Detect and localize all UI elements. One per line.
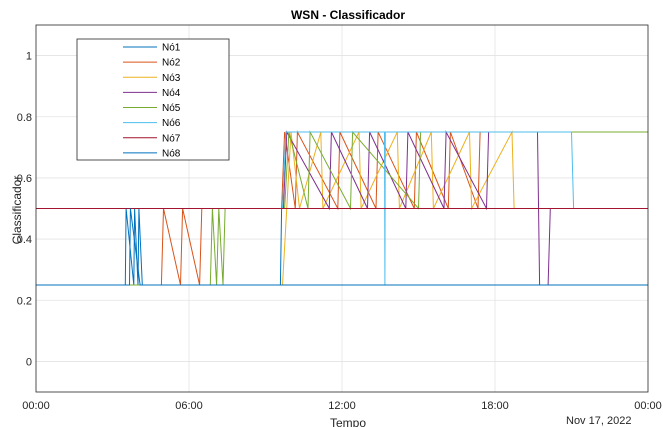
plot-box bbox=[35, 24, 649, 393]
legend-entry: Nó7 bbox=[162, 133, 181, 144]
x-tick-label: 06:00 bbox=[175, 400, 203, 412]
x-tick-label: 00:00 bbox=[22, 400, 50, 412]
legend: Nó1 Nó2 Nó3 Nó4 Nó5 Nó6 Nó7 Nó8 bbox=[76, 38, 230, 161]
series-line-2 bbox=[36, 130, 648, 286]
x-tick-label: 18:00 bbox=[481, 400, 509, 412]
y-tick-label: 0.8 bbox=[17, 112, 32, 124]
y-tick-label: 0.2 bbox=[17, 295, 32, 307]
series-layer bbox=[36, 130, 648, 286]
legend-entry: Nó4 bbox=[162, 88, 181, 99]
y-axis-label: Classificador bbox=[10, 176, 24, 245]
series-line-3 bbox=[36, 130, 648, 286]
x-axis-label: Tempo bbox=[330, 416, 366, 427]
y-tick-label: 1 bbox=[26, 51, 32, 63]
chart-title: WSN - Classificador bbox=[291, 8, 405, 22]
legend-entry: Nó3 bbox=[162, 73, 181, 84]
tick-layer: 00:00 06:00 12:00 18:00 00:00 0 0.2 0.4 0.6 0.8 1 bbox=[17, 51, 662, 412]
series-line-8 bbox=[36, 208, 648, 286]
legend-entry: Nó1 bbox=[162, 43, 181, 54]
x-tick-label: 12:00 bbox=[328, 400, 356, 412]
y-tick-label: 0.6 bbox=[17, 173, 32, 185]
y-tick-label: 0.4 bbox=[17, 234, 32, 246]
legend-entry: Nó8 bbox=[162, 148, 181, 159]
x-tick-label: 00:00 bbox=[634, 400, 662, 412]
legend-entry: Nó6 bbox=[162, 118, 181, 129]
legend-entry: Nó2 bbox=[162, 58, 181, 69]
legend-entry: Nó5 bbox=[162, 103, 181, 114]
y-tick-label: 0 bbox=[26, 356, 32, 368]
legend-box bbox=[76, 38, 230, 161]
date-label: Nov 17, 2022 bbox=[566, 415, 631, 427]
